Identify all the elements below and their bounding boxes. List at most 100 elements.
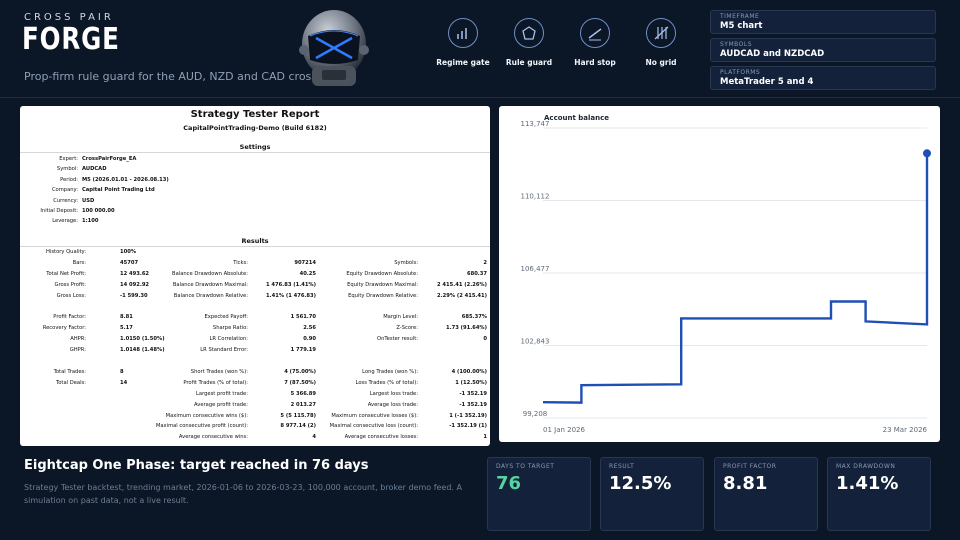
report-key: History Quality:	[45, 249, 86, 255]
report-key: Maximum consecutive losses ($):	[331, 412, 418, 419]
report-key: Profit Trades (% of total):	[183, 379, 248, 386]
report-value: 2 013.27	[290, 401, 316, 408]
report-value: 1 (-1 352.19)	[449, 412, 487, 419]
report-value: 680.37	[466, 270, 487, 277]
report-key: Symbols:	[394, 259, 418, 266]
report-key: Average loss trade:	[367, 401, 418, 408]
report-key: Maximum consecutive wins ($):	[165, 412, 248, 419]
report-key: Balance Drawdown Maximal:	[172, 281, 248, 288]
report-key: Recovery Factor:	[42, 325, 86, 332]
report-value: 8	[120, 368, 124, 375]
bar-chart-icon	[448, 18, 478, 48]
diagonal-stop-icon	[580, 18, 610, 48]
metric-value: 76	[496, 473, 522, 494]
report-key: Equity Drawdown Maximal:	[347, 281, 418, 288]
report-key: Average consecutive wins:	[178, 434, 248, 441]
report-key: Period:	[60, 176, 78, 183]
report-value: 7 (87.50%)	[284, 379, 316, 386]
report-key: Short Trades (won %):	[190, 368, 248, 375]
settings-divider	[20, 152, 490, 153]
report-value: 1 476.83 (1.41%)	[266, 281, 316, 288]
feature-label: Rule guard	[505, 58, 553, 67]
y-tick-label: 106,477	[521, 265, 550, 273]
x-tick-label: 01 Jan 2026	[543, 426, 586, 434]
report-value: 12 493.62	[120, 270, 150, 277]
footer-description: Strategy Tester backtest, trending marke…	[24, 483, 462, 505]
info-box-symbols: SYMBOLS AUDCAD and NZDCAD	[710, 38, 936, 62]
results-heading: Results	[241, 237, 269, 245]
report-key: Long Trades (won %):	[362, 368, 418, 375]
report-key: Total Trades:	[53, 368, 86, 375]
report-key: Symbol:	[56, 166, 78, 173]
report-key: Leverage:	[52, 218, 78, 225]
report-key: Equity Drawdown Relative:	[348, 292, 418, 299]
report-value: 0.90	[303, 336, 316, 343]
report-value: -1 352.19	[459, 390, 487, 397]
feature-list: Regime gate Rule guard Hard stop No grid	[430, 18, 694, 67]
report-value: 4	[312, 434, 316, 441]
y-tick-label: 99,208	[523, 410, 548, 418]
report-value: AUDCAD	[82, 166, 107, 173]
report-value: 8.81	[120, 314, 133, 321]
metric-value: 12.5%	[609, 473, 672, 494]
brand-tagline: Prop-firm rule guard for the AUD, NZD an…	[24, 70, 330, 83]
report-key: GHPR:	[69, 347, 86, 354]
report-subtitle: CapitalPointTrading-Demo (Build 6182)	[183, 124, 327, 132]
report-value: 1.0148 (1.48%)	[120, 347, 165, 354]
report-value: 5 366.89	[290, 390, 316, 397]
report-value: 1 779.19	[290, 347, 316, 354]
report-key: AHPR:	[70, 336, 86, 343]
report-key: Bars:	[72, 259, 86, 266]
metric-card: MAX DRAWDOWN 1.41%	[827, 457, 931, 531]
report-value: 5.17	[120, 325, 133, 332]
report-key: Largest profit trade:	[196, 390, 248, 397]
feature-label: No grid	[645, 58, 677, 67]
info-label: PLATFORMS	[720, 69, 761, 76]
report-key: Total Net Profit:	[46, 270, 86, 277]
robot-helmet-icon	[299, 10, 369, 86]
feature-item: Hard stop	[562, 18, 628, 67]
report-value: 8 977.14 (2)	[280, 423, 316, 430]
report-key: Largest loss trade:	[369, 390, 418, 397]
report-value: 1	[483, 434, 487, 441]
report-value: 1 561.70	[290, 314, 316, 321]
metric-card: PROFIT FACTOR 8.81	[714, 457, 818, 531]
report-key: Currency:	[53, 197, 78, 204]
report-key: Company:	[51, 187, 78, 194]
report-value: USD	[82, 197, 95, 204]
report-value: 2.56	[303, 325, 316, 332]
settings-heading: Settings	[239, 143, 271, 151]
report-value: 2 415.41 (2.26%)	[437, 281, 487, 288]
strategy-tester-report: Strategy Tester Report CapitalPointTradi…	[20, 106, 490, 446]
report-key: Ticks:	[233, 259, 248, 266]
report-value: 1.0150 (1.50%)	[120, 336, 165, 343]
feature-item: No grid	[628, 18, 694, 67]
chart-title: Account balance	[544, 114, 609, 122]
info-label: SYMBOLS	[720, 41, 753, 48]
feature-label: Hard stop	[574, 58, 616, 67]
report-key: Average profit trade:	[194, 401, 248, 408]
report-value: 40.25	[299, 270, 316, 277]
metric-value: 8.81	[723, 473, 768, 494]
report-value: CrossPairForge_EA	[82, 156, 137, 162]
report-value: 4 (100.00%)	[451, 368, 487, 375]
report-key: OnTester result:	[377, 336, 418, 343]
report-key: Initial Deposit:	[40, 208, 78, 214]
report-value: 1:100	[82, 218, 99, 225]
report-key: Equity Drawdown Absolute:	[346, 270, 418, 277]
report-key: Expert:	[59, 156, 78, 162]
y-tick-label: 110,112	[521, 193, 550, 201]
info-box-platforms: PLATFORMS MetaTrader 5 and 4	[710, 66, 936, 90]
info-value: M5 chart	[720, 21, 763, 31]
report-value: 100 000.00	[82, 208, 115, 214]
balance-end-point	[923, 149, 931, 158]
report-key: Expected Payoff:	[204, 314, 249, 321]
balance-series-line	[542, 153, 929, 404]
report-value: -1 352.19	[459, 401, 487, 408]
balance-chart-panel: Account balance 113,747 110,112 106,477 102,…	[499, 106, 940, 442]
report-value: 14	[120, 379, 128, 386]
report-key: Gross Profit:	[54, 281, 86, 288]
feature-item: Regime gate	[430, 18, 496, 67]
metric-label: RESULT	[609, 463, 635, 470]
